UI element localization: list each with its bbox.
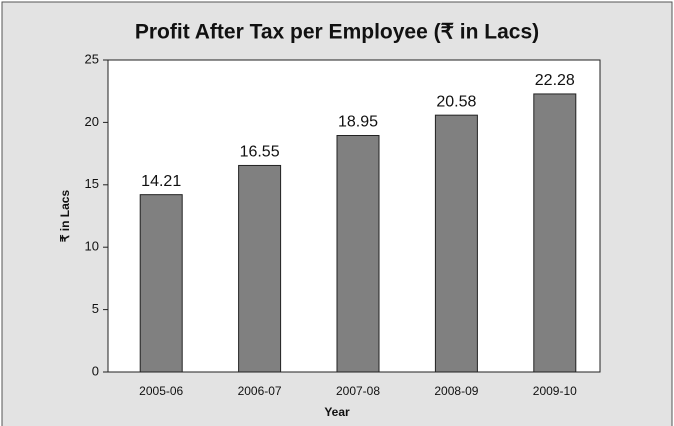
x-tick-label: 2008-09 <box>434 384 478 398</box>
x-axis-label: Year <box>324 405 350 419</box>
y-tick-label: 0 <box>92 363 99 378</box>
y-axis-label: ₹ in Lacs <box>58 190 72 243</box>
y-tick-label: 15 <box>85 176 99 191</box>
bar <box>533 93 577 373</box>
data-label: 16.55 <box>240 144 280 161</box>
data-label: 22.28 <box>535 72 575 89</box>
y-tick-label: 20 <box>85 114 99 129</box>
x-tick-label: 2007-08 <box>336 384 380 398</box>
data-label: 18.95 <box>338 114 378 131</box>
data-label: 14.21 <box>141 173 181 190</box>
y-tick-label: 25 <box>85 51 99 66</box>
data-label: 20.58 <box>436 93 476 110</box>
y-tick-label: 5 <box>92 301 99 316</box>
bar <box>238 164 282 373</box>
bar <box>434 114 478 373</box>
x-tick-label: 2005-06 <box>139 384 183 398</box>
chart-title: Profit After Tax per Employee (₹ in Lacs… <box>135 21 539 44</box>
x-tick-label: 2009-10 <box>533 384 577 398</box>
bar <box>336 135 380 373</box>
x-tick-label: 2006-07 <box>238 384 282 398</box>
y-tick-label: 10 <box>85 239 99 254</box>
bar <box>139 194 183 373</box>
